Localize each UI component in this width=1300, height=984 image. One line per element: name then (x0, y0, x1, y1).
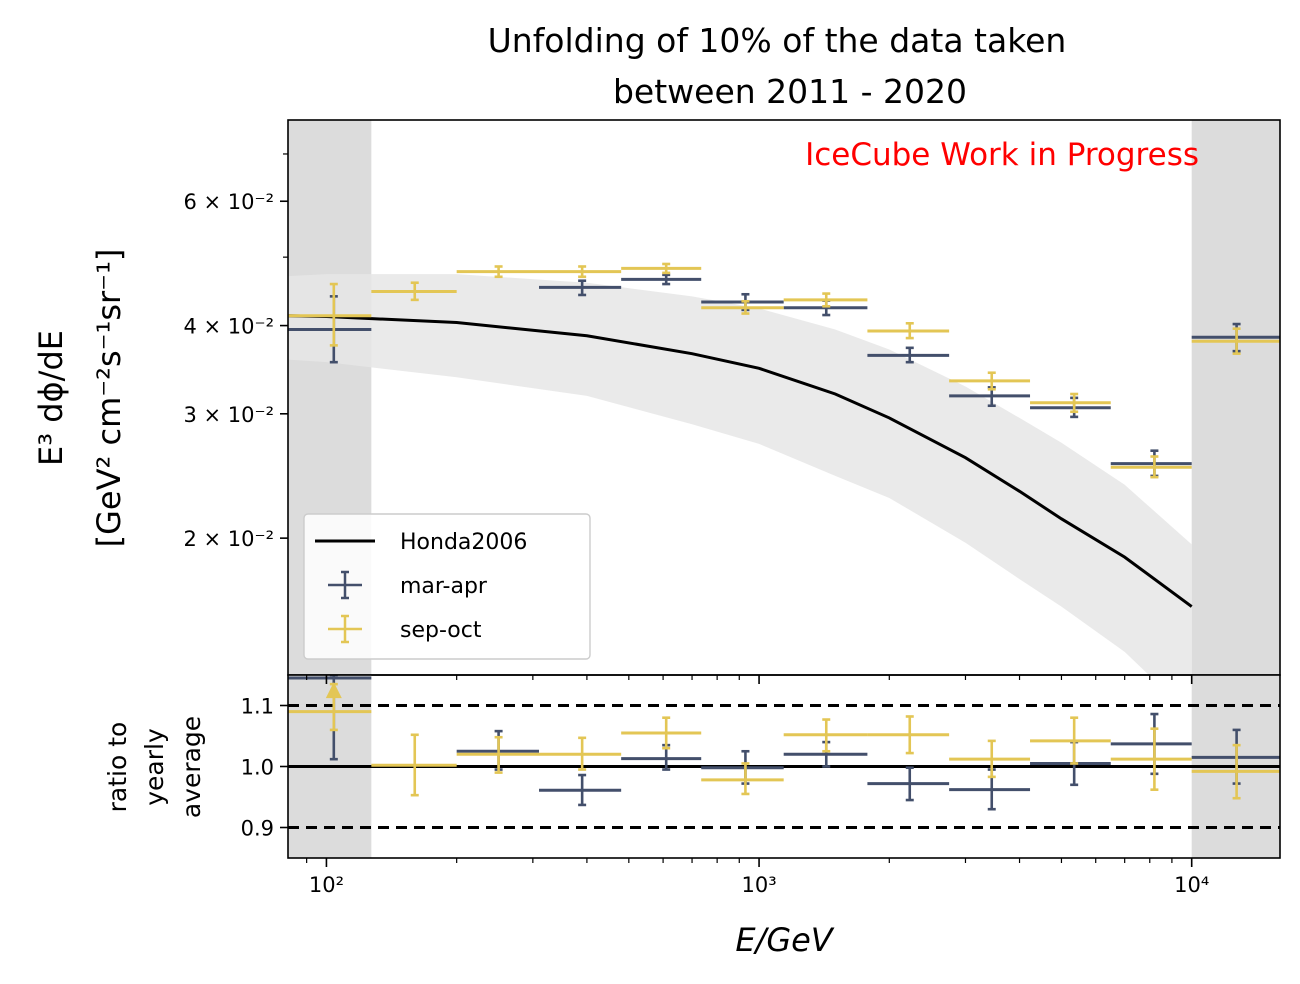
ratio-label-line3: average (177, 716, 206, 818)
legend-sep-oct-swatch (328, 614, 362, 644)
y-axis-label-line1: E³ dϕ/dE (32, 330, 70, 466)
honda-uncertainty-band (288, 274, 1192, 675)
x-tick-label-2: 10⁴ (1174, 873, 1209, 897)
ratio-point-sep-oct-0-arrow (325, 682, 342, 699)
chart-title-line1: Unfolding of 10% of the data taken (488, 21, 1067, 60)
ratio-tick-label-1: 1.0 (241, 756, 274, 780)
legend-box (303, 513, 591, 660)
ratio-tick-label-2: 1.1 (241, 695, 274, 719)
point-mar-apr-7 (1030, 396, 1111, 419)
point-sep-oct-0 (288, 282, 372, 347)
point-sep-oct-4 (621, 262, 702, 275)
point-mar-apr-2 (621, 273, 702, 286)
point-mar-apr-1 (539, 279, 622, 297)
main-excluded-regions (288, 120, 1280, 675)
point-sep-oct-11 (1191, 327, 1280, 355)
honda-curve-line (288, 314, 1193, 608)
y-tick-label-1: 3 × 10⁻² (183, 403, 274, 427)
ratio-point-mar-apr-7 (949, 768, 1031, 811)
ratio-point-sep-oct-1 (371, 733, 457, 797)
ratio-point-sep-oct-2 (456, 735, 540, 774)
chart-title-line2: between 2011 - 2020 (613, 72, 967, 111)
ratio-point-sep-oct-4 (621, 716, 702, 750)
point-sep-oct-5 (701, 299, 784, 315)
x-tick-label-1: 10³ (741, 873, 776, 897)
y-tick-label-3: 6 × 10⁻² (183, 190, 274, 214)
x-tick-label-0: 10² (309, 873, 344, 897)
point-sep-oct-1 (371, 281, 457, 302)
point-sep-oct-2 (456, 265, 540, 279)
point-mar-apr-8 (1110, 449, 1192, 478)
legend-sep-oct-label: sep-oct (400, 618, 482, 643)
ratio-point-mar-apr-2 (539, 773, 622, 807)
ratio-label-line2: yearly (140, 728, 169, 806)
point-sep-oct-7 (867, 321, 950, 340)
ratio-point-sep-oct-7 (867, 715, 950, 755)
ratio-point-mar-apr-6 (867, 766, 950, 802)
legend: Honda2006 mar-apr sep-oct (303, 513, 591, 660)
ratio-point-sep-oct-5 (701, 762, 784, 796)
ratio-point-sep-oct-10 (1110, 727, 1192, 791)
ratio-data-series (288, 675, 1280, 811)
ratio-y-ticks: 0.9 1.0 1.1 (241, 695, 288, 841)
y-axis-label-line2: [GeV² cm⁻²s⁻¹sr⁻¹] (90, 249, 128, 548)
point-sep-oct-10 (1110, 455, 1192, 479)
point-sep-oct-6 (783, 292, 868, 308)
point-sep-oct-9 (1030, 392, 1111, 414)
main-panel: 2 × 10⁻² 3 × 10⁻² 4 × 10⁻² 6 × 10⁻² (183, 119, 1281, 676)
legend-honda-label: Honda2006 (400, 530, 527, 555)
ratio-label-line1: ratio to (103, 722, 132, 813)
honda-model-curve (288, 314, 1193, 608)
ratio-point-sep-oct-3 (539, 736, 622, 771)
excluded-region-main-1 (1191, 120, 1280, 675)
main-data-series (288, 262, 1280, 479)
point-sep-oct-8 (949, 371, 1031, 391)
point-sep-oct-3 (539, 265, 622, 279)
icecube-annotation: IceCube Work in Progress (805, 137, 1199, 173)
ratio-tick-label-0: 0.9 (241, 817, 274, 841)
ratio-point-sep-oct-9 (1030, 716, 1111, 765)
ratio-point-sep-oct-11 (1191, 743, 1280, 800)
main-y-ticks: 2 × 10⁻² 3 × 10⁻² 4 × 10⁻² 6 × 10⁻² (183, 153, 288, 551)
ratio-panel: 0.9 1.0 1.1 (241, 674, 1281, 859)
x-axis-label: E/GeV (735, 921, 834, 959)
legend-mar-apr-label: mar-apr (400, 574, 488, 599)
ratio-point-sep-oct-6 (783, 718, 868, 753)
point-mar-apr-5 (867, 346, 950, 364)
x-ticks: 10² 10³ 10⁴ (306, 675, 1209, 897)
y-tick-label-2: 4 × 10⁻² (183, 315, 274, 339)
ratio-point-sep-oct-8 (949, 739, 1031, 779)
legend-mar-apr-swatch (328, 570, 362, 600)
honda-band (288, 274, 1192, 675)
ratio-point-sep-oct-0 (288, 682, 372, 732)
y-tick-label-0: 2 × 10⁻² (183, 527, 274, 551)
ratio-point-mar-apr-9 (1110, 712, 1192, 776)
ratio-panel-frame (287, 674, 1281, 859)
